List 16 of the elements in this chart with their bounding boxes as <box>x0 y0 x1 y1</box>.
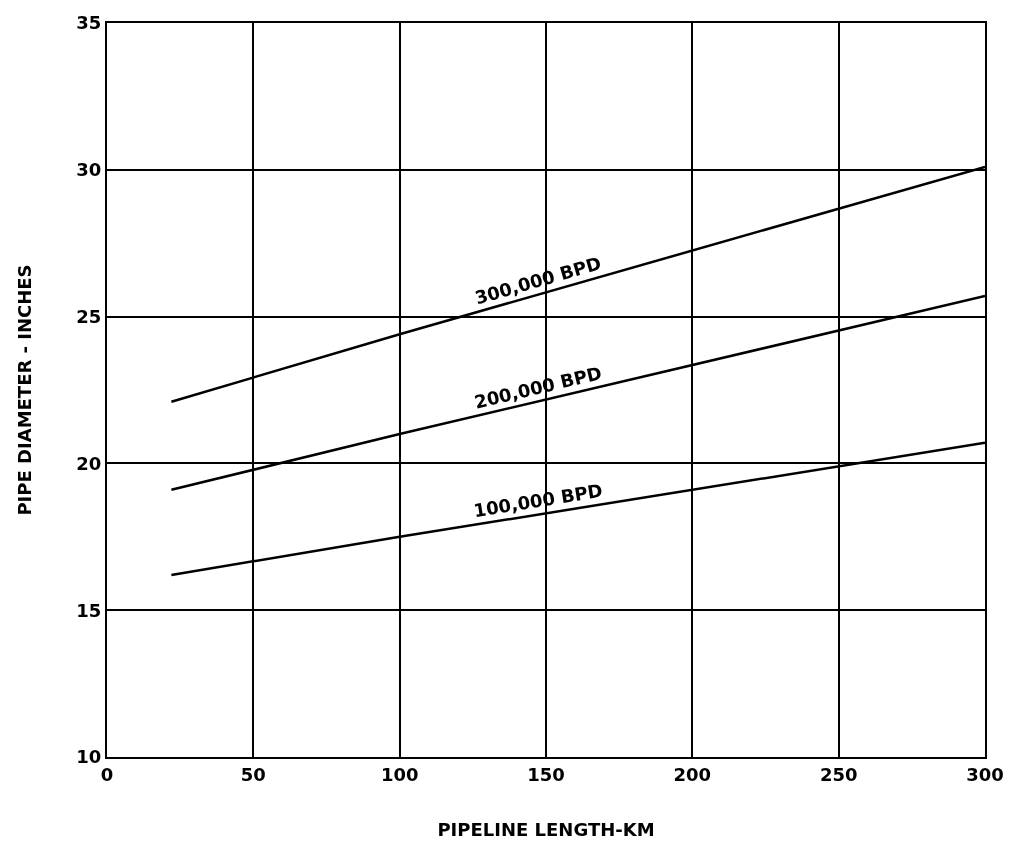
y-tick-label: 10 <box>76 746 102 768</box>
x-tick-label: 50 <box>240 763 266 785</box>
x-tick-label: 0 <box>100 763 114 785</box>
x-tick-label: 250 <box>819 763 858 785</box>
y-tick-label: 15 <box>76 599 102 621</box>
y-tick-label: 20 <box>76 452 102 474</box>
y-axis-title: PIPE DIAMETER - INCHES <box>14 264 36 516</box>
text: 100,000 BPD <box>472 479 604 522</box>
x-axis-title: PIPELINE LENGTH-KM <box>437 819 655 841</box>
x-tick-label: 100 <box>380 763 419 785</box>
x-tick-label: 200 <box>673 763 712 785</box>
y-tick-label: 25 <box>76 305 102 327</box>
y-tick-label: 35 <box>76 12 102 34</box>
y-tick-label: 30 <box>76 159 102 181</box>
x-tick-label: 150 <box>527 763 565 785</box>
x-tick-label: 300 <box>966 763 1004 785</box>
